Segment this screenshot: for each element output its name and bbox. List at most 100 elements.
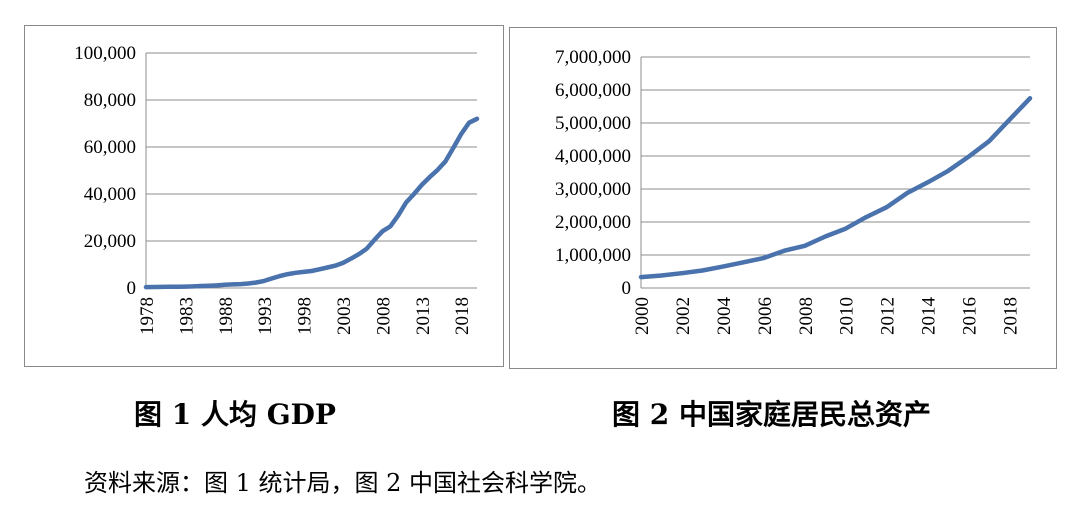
data-point [700, 268, 704, 273]
figure-2-caption: 图 2 中国家庭居民总资产 [612, 398, 931, 431]
y-tick-label: 40,000 [84, 184, 136, 205]
data-point [987, 139, 991, 143]
data-point [199, 284, 203, 288]
data-point [639, 275, 643, 279]
y-tick-label: 2,000,000 [555, 212, 631, 233]
data-point [659, 273, 664, 278]
y-tick-label: 20,000 [84, 231, 136, 252]
data-point [325, 265, 329, 270]
data-point [412, 192, 416, 196]
assets-chart-svg: 0 1,000,000 2,000,000 3,000,000 4,000,000 5,0… [555, 47, 1033, 336]
data-point [885, 205, 889, 209]
series-line-0 [638, 96, 1033, 280]
x-tick-label: 1993 [255, 297, 276, 335]
data-point [254, 280, 258, 285]
data-point [741, 260, 745, 264]
x-tick-label: 2018 [1001, 297, 1022, 335]
x-tick-label: 2000 [632, 297, 653, 335]
x-tick-label: 1998 [295, 297, 316, 335]
data-point [467, 121, 471, 125]
data-point [420, 183, 424, 187]
data-point [782, 249, 786, 253]
data-point [459, 132, 463, 136]
data-point [1007, 118, 1012, 122]
y-tick-label: 7,000,000 [555, 47, 631, 68]
gdp-per-capita-chart: 0 20,000 40,000 60,000 80,000 100,000 1978 1983… [24, 25, 504, 367]
x-tick-label: 1978 [137, 297, 158, 335]
data-point [191, 284, 195, 288]
data-point [967, 155, 971, 159]
data-point [475, 117, 479, 121]
data-point [436, 168, 440, 172]
x-tick-label: 2006 [755, 297, 776, 335]
data-point [428, 175, 432, 179]
data-point [286, 272, 290, 276]
data-point [223, 283, 227, 287]
data-point [278, 274, 282, 278]
data-point [349, 257, 353, 261]
y-tick-label: 4,000,000 [555, 146, 631, 167]
data-point [844, 227, 848, 231]
data-point [803, 244, 807, 248]
x-tick-label: 1988 [216, 297, 237, 335]
data-point [294, 271, 298, 275]
gdp-chart-svg: 0 20,000 40,000 60,000 80,000 100,000 1978 1983… [74, 43, 480, 335]
series-line-0 [143, 116, 480, 290]
x-tick-label: 2014 [919, 297, 940, 336]
data-point [302, 270, 306, 274]
data-point [144, 285, 148, 289]
data-point [207, 284, 211, 288]
data-point [246, 281, 251, 286]
x-tick-label: 2016 [960, 297, 981, 335]
data-point [341, 261, 345, 265]
data-point [309, 269, 314, 273]
data-point [333, 264, 337, 268]
data-point [721, 265, 725, 269]
data-point [270, 276, 274, 280]
data-point [905, 191, 909, 195]
data-point [404, 200, 408, 205]
data-point [215, 283, 219, 287]
data-point [762, 256, 766, 260]
data-point [365, 247, 369, 251]
data-point [388, 224, 392, 228]
figure-1-caption: 图 1 人均 GDP [134, 398, 336, 431]
x-tick-label: 2004 [714, 297, 735, 336]
x-tick-label: 2003 [334, 297, 355, 335]
data-point [864, 215, 868, 219]
x-tick-label: 2010 [837, 297, 858, 335]
data-point [451, 146, 455, 150]
data-point [443, 159, 448, 163]
data-point [262, 279, 266, 283]
data-point [357, 252, 361, 256]
data-point [680, 271, 684, 275]
source-note: 资料来源：图 1 统计局，图 2 中国社会科学院。 [84, 469, 602, 497]
data-point [823, 234, 827, 239]
y-tick-label: 0 [622, 278, 632, 299]
y-tick-label: 100,000 [74, 43, 136, 64]
x-tick-label: 1983 [176, 297, 197, 335]
data-point [1028, 96, 1032, 100]
data-point [926, 180, 930, 184]
data-point [946, 169, 950, 173]
data-point [175, 285, 180, 289]
data-point [239, 282, 243, 286]
data-point [183, 285, 187, 289]
data-point [168, 285, 172, 289]
x-tick-label: 2008 [796, 297, 817, 335]
data-point [160, 285, 164, 289]
y-tick-label: 6,000,000 [555, 80, 631, 101]
data-point [231, 282, 235, 286]
y-tick-label: 60,000 [84, 137, 136, 158]
y-tick-label: 0 [127, 278, 137, 299]
data-point [396, 213, 400, 217]
y-tick-label: 1,000,000 [555, 245, 631, 266]
data-point [372, 238, 377, 242]
x-tick-label: 2012 [878, 297, 899, 335]
y-tick-label: 80,000 [84, 90, 136, 111]
y-tick-label: 5,000,000 [555, 113, 631, 134]
x-tick-label: 2002 [673, 297, 694, 335]
x-tick-label: 2013 [413, 297, 434, 335]
y-tick-label: 3,000,000 [555, 179, 631, 200]
data-point [152, 285, 156, 289]
